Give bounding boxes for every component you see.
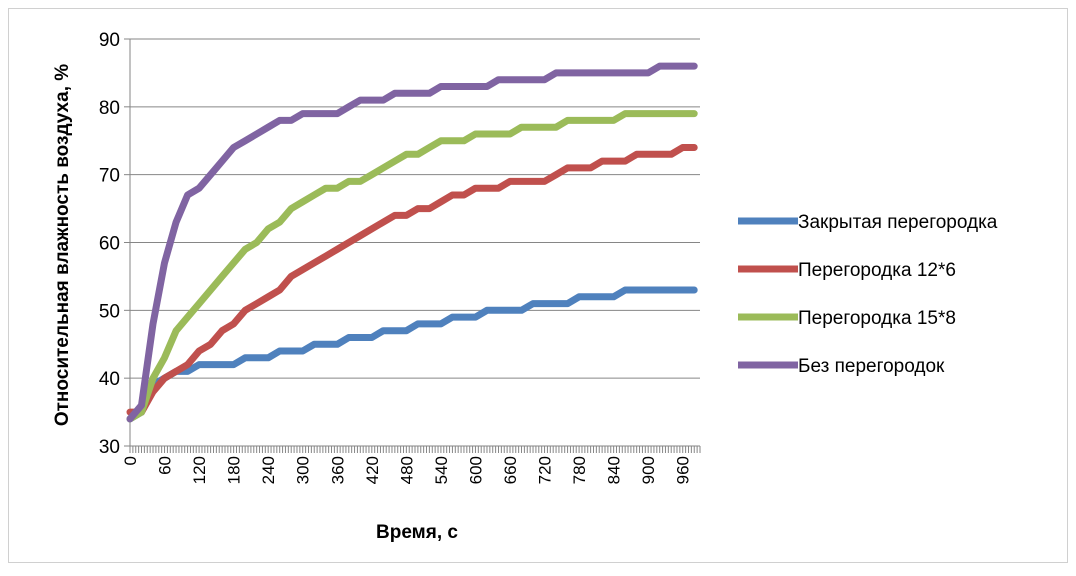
x-tick-label: 780 xyxy=(570,456,589,484)
x-tick-label: 480 xyxy=(397,456,416,484)
x-tick-label: 720 xyxy=(536,456,555,484)
x-tick-label: 180 xyxy=(225,456,244,484)
y-tick-label: 40 xyxy=(99,369,120,390)
y-tick-label: 50 xyxy=(99,301,120,322)
legend-label-4: Без перегородок xyxy=(798,356,945,377)
legend-label-3: Перегородка 15*8 xyxy=(798,308,956,329)
x-tick-label: 360 xyxy=(328,456,347,484)
x-tick-label: 60 xyxy=(156,456,175,475)
series-line-2 xyxy=(126,144,698,416)
y-tick-label: 30 xyxy=(99,437,120,458)
series-lines xyxy=(126,62,698,423)
series-line-1 xyxy=(126,286,698,423)
x-tick-label: 840 xyxy=(605,456,624,484)
x-tick-label: 900 xyxy=(639,456,658,484)
y-tick-label: 70 xyxy=(99,166,120,187)
x-tick-label: 0 xyxy=(121,456,140,465)
legend-label-1: Закрытая перегородка xyxy=(798,212,998,233)
x-tick-label: 960 xyxy=(674,456,693,484)
x-tick-label: 240 xyxy=(259,456,278,484)
x-tick-label: 300 xyxy=(294,456,313,484)
y-tick-label: 80 xyxy=(99,98,120,119)
x-axis-title: Время, с xyxy=(376,522,458,543)
x-tick-label: 660 xyxy=(501,456,520,484)
chart-frame xyxy=(8,8,1068,563)
legend: Закрытая перегородка Перегородка 12*6 Пере… xyxy=(738,212,998,377)
x-tick-label: 540 xyxy=(432,456,451,484)
x-tick-label: 420 xyxy=(363,456,382,484)
series-line-3 xyxy=(126,110,698,423)
x-tick-label: 600 xyxy=(466,456,485,484)
y-tick-label: 60 xyxy=(99,234,120,255)
series-line-4 xyxy=(126,62,698,423)
gridlines xyxy=(130,38,700,379)
y-tick-label: 90 xyxy=(99,30,120,51)
x-tick-label: 120 xyxy=(190,456,209,484)
y-axis-title: Относительная влажность воздуха, % xyxy=(52,64,73,426)
legend-label-2: Перегородка 12*6 xyxy=(798,260,956,281)
